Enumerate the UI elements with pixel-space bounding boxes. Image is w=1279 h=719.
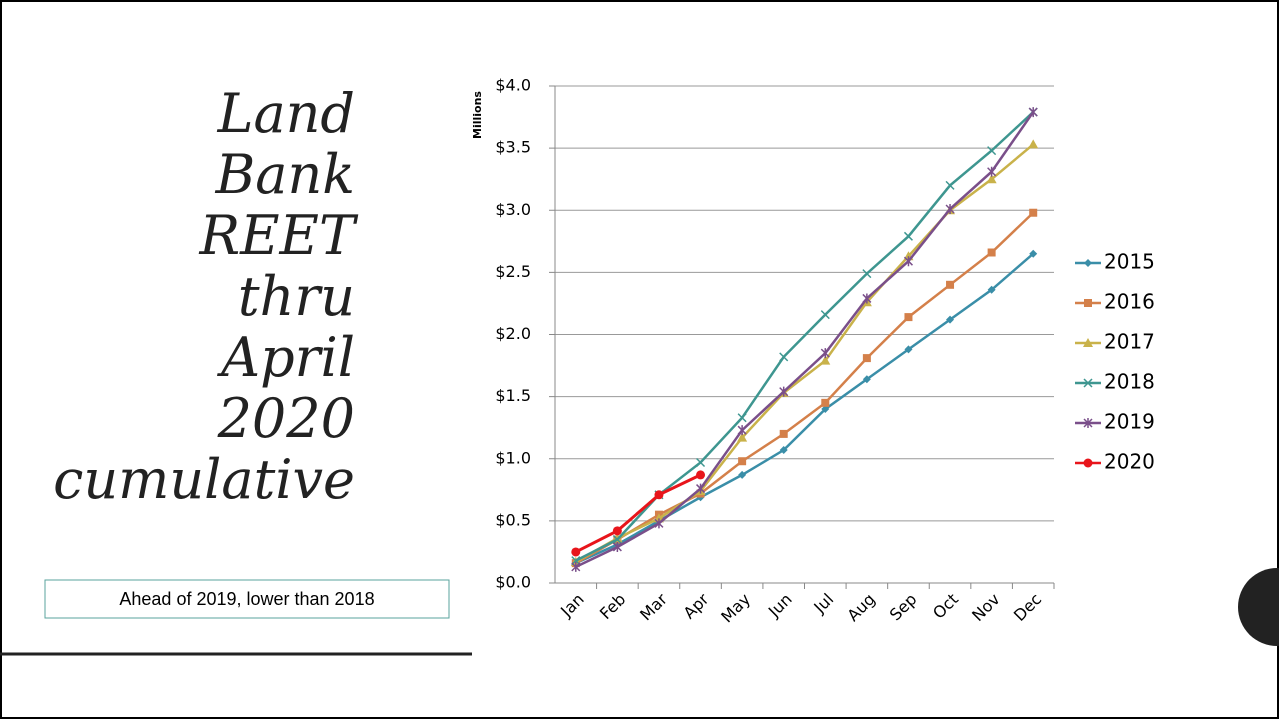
marker — [903, 231, 913, 241]
title-line: Bank — [215, 143, 355, 206]
marker — [945, 204, 955, 215]
marker — [987, 166, 997, 177]
marker — [986, 174, 997, 184]
legend-label: 2018 — [1104, 370, 1155, 394]
marker — [903, 256, 913, 267]
marker — [737, 413, 747, 423]
y-tick-label: $4.0 — [495, 76, 531, 95]
marker — [1084, 299, 1092, 307]
marker — [737, 425, 747, 436]
y-tick-label: $3.5 — [495, 138, 531, 157]
marker — [696, 483, 706, 494]
marker — [987, 248, 996, 257]
title-line: Land — [217, 82, 355, 145]
marker — [820, 355, 831, 365]
marker — [696, 457, 706, 468]
marker — [904, 345, 913, 354]
marker — [779, 446, 788, 455]
marker — [571, 561, 581, 572]
y-tick-label: $0.0 — [495, 573, 531, 592]
marker — [1028, 139, 1039, 149]
series-line — [575, 143, 1035, 563]
marker — [1083, 458, 1093, 468]
marker — [1029, 249, 1038, 258]
marker — [862, 293, 872, 304]
marker — [821, 398, 830, 407]
marker — [987, 285, 996, 294]
marker — [1029, 208, 1038, 217]
marker — [1083, 378, 1093, 388]
marker — [945, 180, 955, 190]
y-axis-label: Millions — [471, 91, 484, 139]
marker — [1084, 259, 1092, 267]
marker — [779, 429, 788, 438]
title-line: REET — [198, 204, 358, 267]
marker — [571, 547, 581, 557]
marker — [654, 518, 664, 529]
marker — [779, 352, 789, 362]
legend-label: 2020 — [1104, 450, 1155, 474]
series — [571, 470, 706, 557]
marker — [862, 354, 871, 363]
marker — [737, 432, 748, 442]
marker — [946, 280, 955, 289]
marker — [862, 375, 871, 384]
marker — [612, 541, 622, 552]
marker — [738, 457, 747, 466]
y-tick-label: $3.0 — [495, 200, 531, 219]
title-line: 2020 — [217, 387, 355, 450]
marker — [862, 269, 872, 279]
marker — [1028, 107, 1038, 118]
series-line — [575, 211, 1035, 565]
title-line: April — [216, 326, 355, 389]
marker — [1083, 338, 1093, 347]
legend-label: 2015 — [1104, 250, 1155, 274]
series-line — [575, 111, 1035, 568]
y-tick-label: $1.5 — [495, 386, 531, 405]
series-line — [575, 473, 702, 554]
marker — [1083, 418, 1093, 428]
note-box — [44, 579, 450, 619]
y-tick-label: $0.5 — [495, 510, 531, 529]
legend-label: 2016 — [1104, 290, 1155, 314]
y-tick-label: $2.0 — [495, 324, 531, 343]
marker — [820, 348, 830, 359]
series-line — [575, 252, 1035, 565]
title-line: thru — [238, 265, 355, 328]
marker — [654, 490, 664, 500]
y-tick-label: $2.5 — [495, 262, 531, 281]
marker — [904, 313, 913, 322]
marker — [946, 315, 955, 324]
marker — [696, 470, 706, 480]
y-tick-label: $1.0 — [495, 448, 531, 467]
marker — [987, 146, 997, 156]
marker — [612, 526, 622, 536]
decor-circle — [1238, 568, 1279, 646]
marker — [820, 310, 830, 320]
marker — [821, 405, 830, 414]
series — [571, 107, 1038, 572]
marker — [738, 470, 747, 479]
legend-label: 2019 — [1104, 410, 1155, 434]
marker — [779, 386, 789, 397]
note: Ahead of 2019, lower than 2018 — [119, 589, 374, 609]
legend-label: 2017 — [1104, 330, 1155, 354]
title-line: cumulative — [53, 448, 355, 511]
marker — [612, 534, 622, 545]
